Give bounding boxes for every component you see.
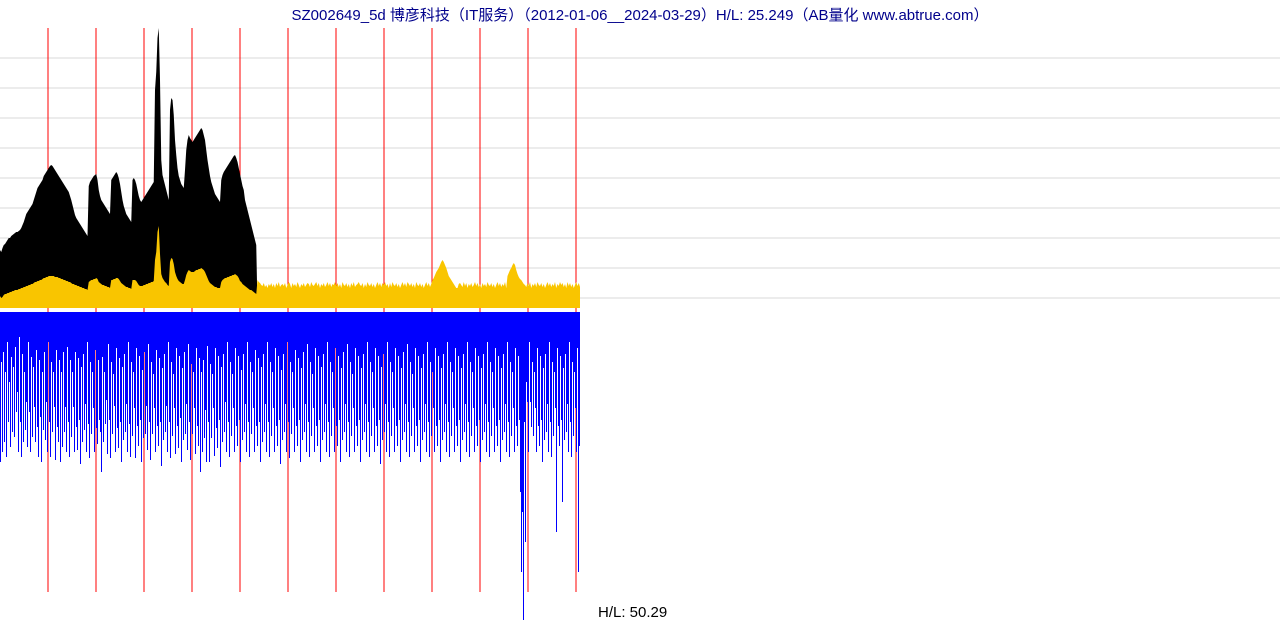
volume-bars [0,312,580,620]
chart-canvas [0,0,1280,620]
stock-chart: SZ002649_5d 博彦科技（IT服务）（2012-01-06__2024-… [0,0,1280,620]
chart-title: SZ002649_5d 博彦科技（IT服务）（2012-01-06__2024-… [0,4,1280,25]
hl-footer-label: H/L: 50.29 [598,604,667,620]
